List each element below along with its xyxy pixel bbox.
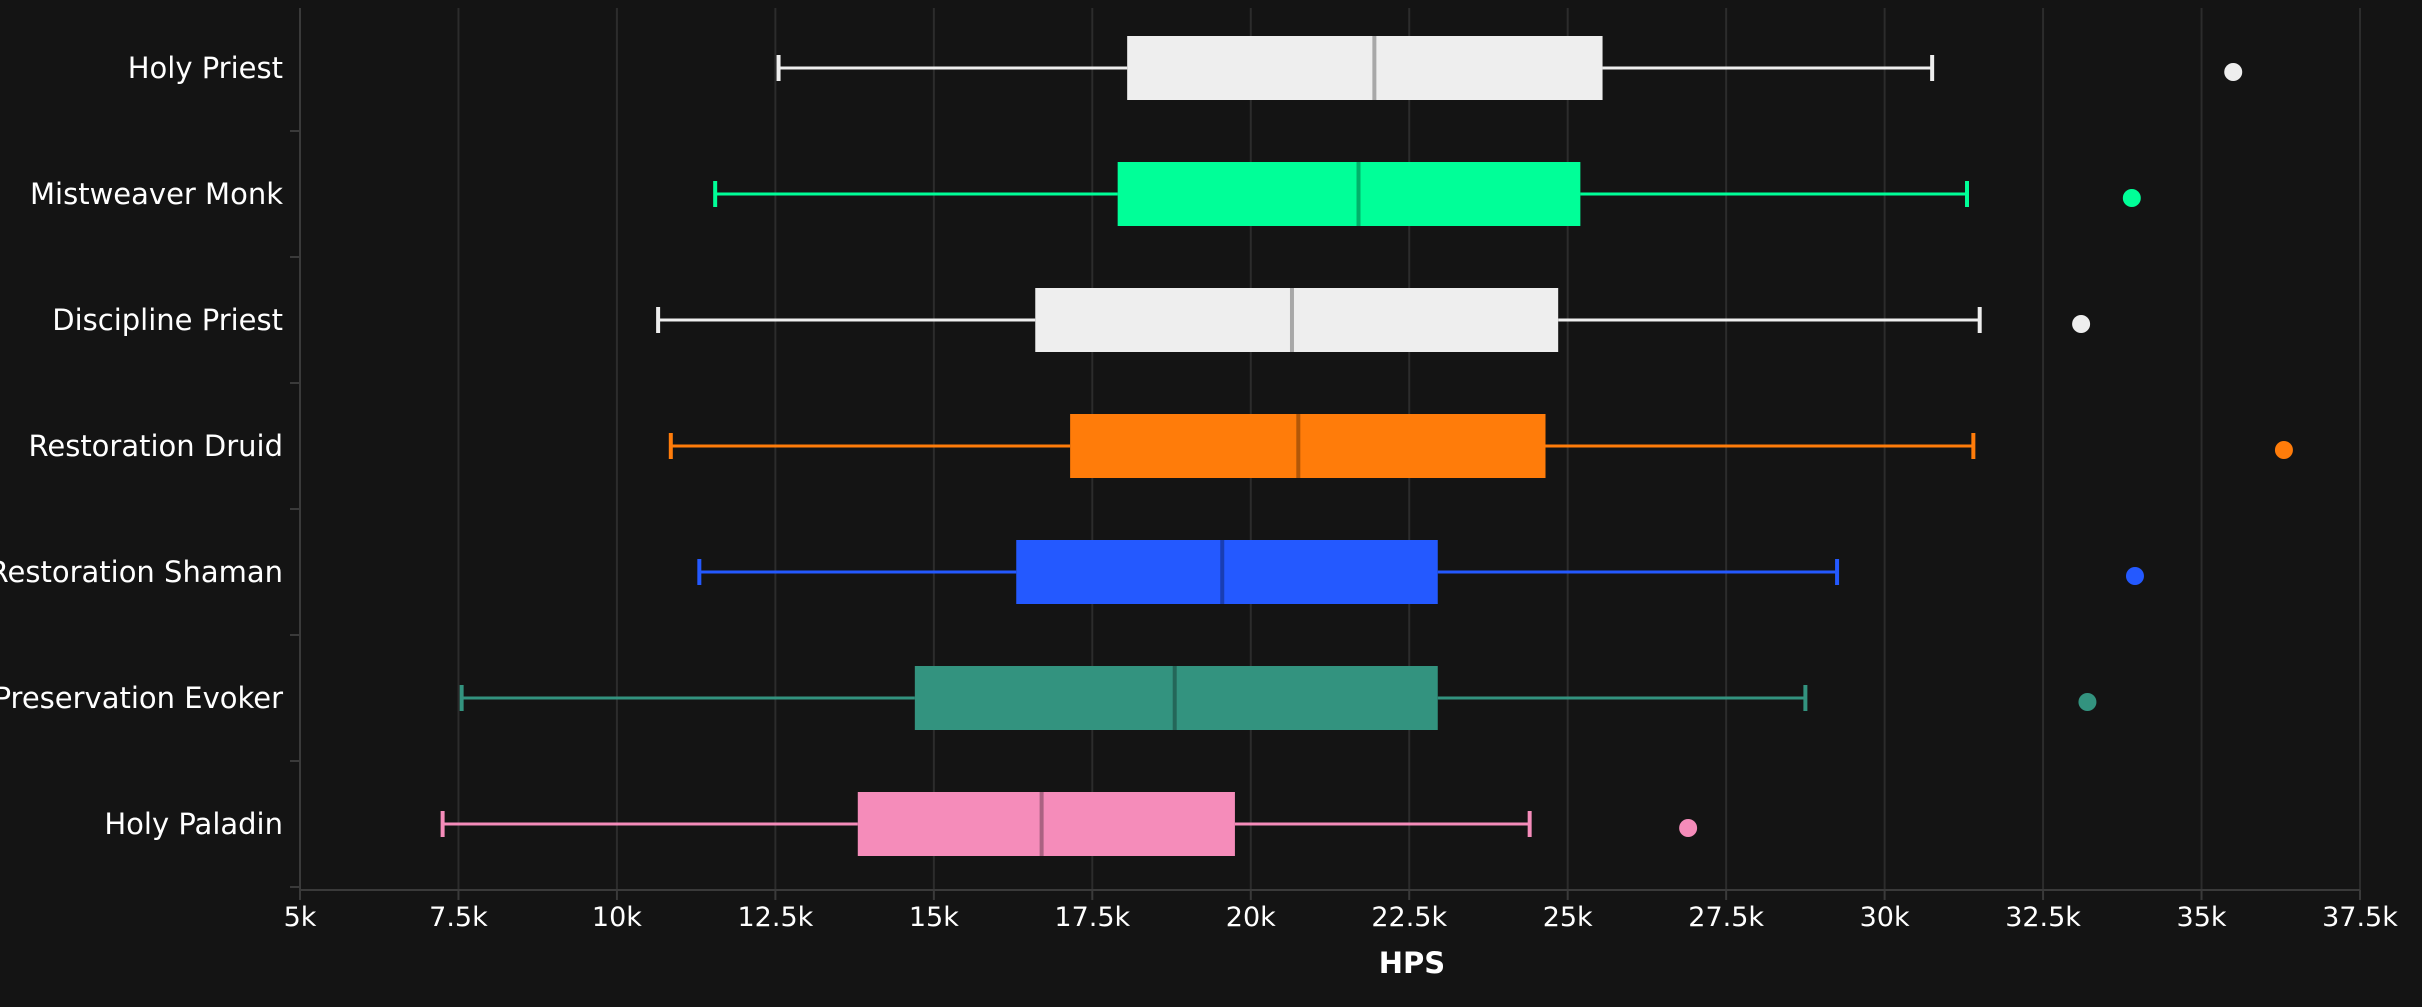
x-tick-label: 7.5k — [429, 902, 488, 933]
box-group — [656, 288, 2091, 352]
outlier-point — [2274, 441, 2293, 459]
outlier-point — [2072, 315, 2091, 333]
box-group — [697, 540, 2144, 604]
x-tick-label: 5k — [284, 902, 317, 933]
x-tick-label: 25k — [1543, 902, 1593, 933]
iqr-box — [1070, 414, 1546, 478]
x-tick-label: 12.5k — [738, 902, 814, 933]
x-tick-label: 37.5k — [2322, 902, 2398, 933]
x-tick-label: 10k — [592, 902, 642, 933]
box-group — [459, 666, 2097, 730]
box-group — [440, 792, 1698, 856]
category-label: Restoration Druid — [29, 429, 283, 463]
x-tick-label: 17.5k — [1054, 902, 1130, 933]
box-group — [668, 414, 2293, 478]
category-label: Restoration Shaman — [0, 555, 283, 589]
iqr-box — [1127, 36, 1603, 100]
x-tick-label: 27.5k — [1688, 902, 1764, 933]
category-label: Discipline Priest — [52, 303, 283, 337]
outlier-point — [1679, 819, 1698, 837]
box-group — [713, 162, 2141, 226]
box-group — [776, 36, 2243, 100]
x-tick-label: 32.5k — [2005, 902, 2081, 933]
outlier-point — [2122, 189, 2141, 207]
iqr-box — [1117, 162, 1581, 226]
labels: 5k 7.5k 10k 12.5k 15k 17.5k 20k 22.5k 25k 27.5k 30… — [0, 51, 2398, 933]
iqr-box — [857, 792, 1235, 856]
x-tick-label: 15k — [909, 902, 959, 933]
x-tick-label: 30k — [1860, 902, 1910, 933]
x-tick-label: 22.5k — [1371, 902, 1447, 933]
category-label: Holy Priest — [128, 51, 283, 85]
outlier-point — [2078, 693, 2097, 711]
axes — [290, 8, 2361, 900]
x-axis-title: HPS — [1379, 946, 1445, 980]
x-tick-label: 35k — [2177, 902, 2227, 933]
category-label: Mistweaver Monk — [30, 177, 283, 211]
grid-lines — [457, 8, 2361, 890]
x-tick-label: 20k — [1226, 902, 1276, 933]
outlier-point — [2125, 567, 2144, 585]
boxes — [440, 36, 2293, 856]
category-label: Preservation Evoker — [0, 681, 283, 715]
iqr-box — [1016, 540, 1438, 604]
iqr-box — [1035, 288, 1559, 352]
outlier-point — [2224, 63, 2243, 81]
category-label: Holy Paladin — [104, 807, 283, 841]
